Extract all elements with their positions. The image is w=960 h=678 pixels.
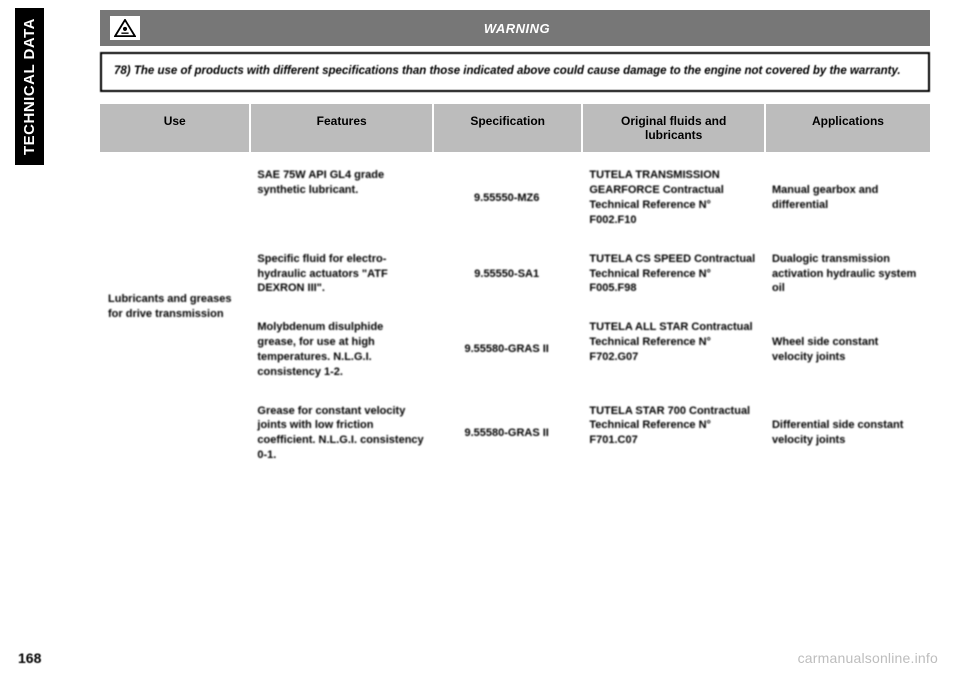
- header-specification: Specification: [432, 104, 581, 153]
- table-row: SAE 75W API GL4 grade synthetic lubrican…: [100, 160, 930, 235]
- page-content: WARNING 78) The use of products with dif…: [100, 10, 930, 471]
- watermark: carmanualsonline.info: [798, 650, 938, 666]
- cell-original: TUTELA ALL STAR Contractual Technical Re…: [581, 312, 764, 387]
- cell-features: SAE 75W API GL4 grade synthetic lubrican…: [249, 160, 432, 235]
- header-features: Features: [249, 104, 432, 153]
- cell-spec: 9.55550-SA1: [432, 244, 581, 305]
- sidebar: TECHNICAL DATA: [0, 0, 58, 678]
- table-row: Lubricants and greases for drive transmi…: [100, 312, 930, 387]
- cell-spec: 9.55580-GRAS II: [432, 396, 581, 471]
- cell-features: Specific fluid for electro-hydraulic act…: [249, 244, 432, 305]
- cell-app: Manual gearbox and differential: [764, 160, 930, 235]
- page-number: 168: [18, 650, 41, 666]
- table-row: Grease for constant velocity joints with…: [100, 396, 930, 471]
- cell-app: Differential side constant velocity join…: [764, 396, 930, 471]
- cell-app: Dualogic transmission activation hydraul…: [764, 244, 930, 305]
- warning-title: WARNING: [154, 21, 880, 36]
- cell-features: Molybdenum disulphide grease, for use at…: [249, 312, 432, 387]
- cell-app: Wheel side constant velocity joints: [764, 312, 930, 387]
- cell-original: TUTELA CS SPEED Contractual Technical Re…: [581, 244, 764, 305]
- header-applications: Applications: [764, 104, 930, 153]
- cell-original: TUTELA TRANSMISSION GEARFORCE Contractua…: [581, 160, 764, 235]
- warning-note: 78) The use of products with different s…: [100, 52, 930, 92]
- cell-spec: 9.55550-MZ6: [432, 160, 581, 235]
- cell-original: TUTELA STAR 700 Contractual Technical Re…: [581, 396, 764, 471]
- cell-use-label: Lubricants and greases for drive transmi…: [100, 284, 241, 330]
- warning-bar: WARNING: [100, 10, 930, 46]
- cell-use: [100, 160, 249, 235]
- warning-icon: [110, 16, 140, 40]
- cell-spec: 9.55580-GRAS II: [432, 312, 581, 387]
- cell-features: Grease for constant velocity joints with…: [249, 396, 432, 471]
- header-use: Use: [100, 104, 249, 153]
- table-headers: Use Features Specification Original flui…: [100, 104, 930, 153]
- header-original: Original fluids and lubricants: [581, 104, 764, 153]
- section-tab: TECHNICAL DATA: [15, 8, 44, 165]
- cell-use: [100, 396, 249, 471]
